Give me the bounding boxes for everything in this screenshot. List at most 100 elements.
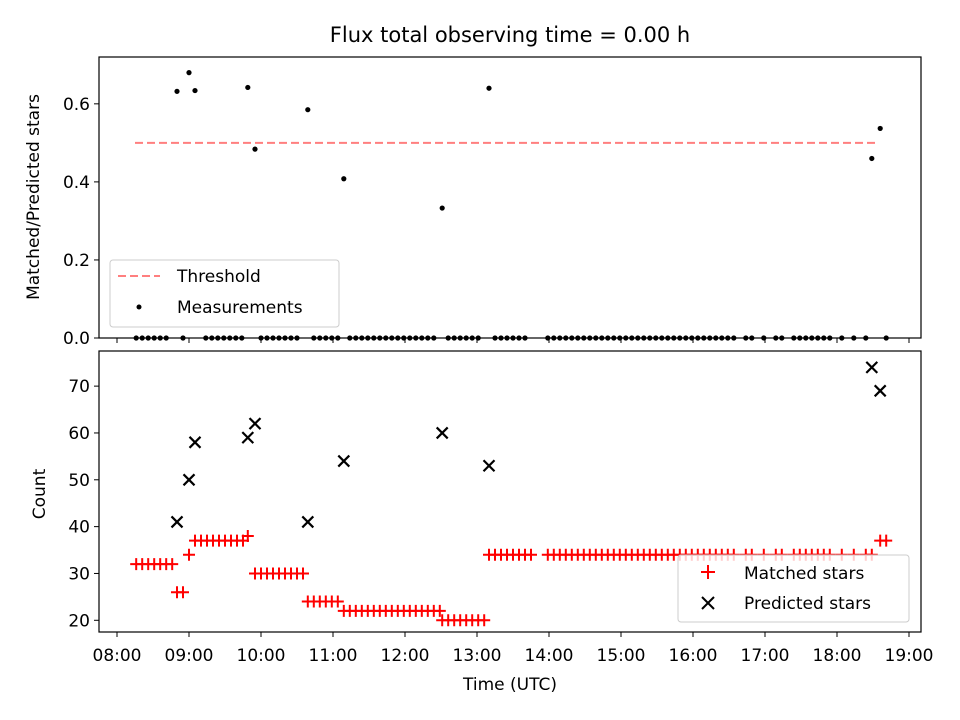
measurement-point — [635, 335, 641, 341]
measurement-point — [157, 335, 163, 341]
measurement-point — [353, 335, 359, 341]
measurement-point — [389, 335, 395, 341]
measurement-point — [174, 88, 180, 94]
predicted-star-point — [188, 436, 202, 449]
x-tick-label: 10:00 — [237, 646, 286, 666]
measurement-point — [151, 335, 157, 341]
measurement-point — [288, 335, 294, 341]
measurement-point — [245, 84, 251, 91]
top-panel-marks — [133, 70, 889, 341]
measurement-point — [203, 335, 209, 341]
measurement-point — [671, 335, 677, 341]
predicted-star-point — [873, 384, 887, 398]
top-panel: 0.0 0.2 0.4 0.6 Matched/Predicted stars Thr… — [24, 56, 922, 349]
measurement-point — [215, 335, 221, 341]
measurement-point — [407, 335, 413, 341]
x-tick-label: 09:00 — [165, 646, 214, 666]
measurement-point — [469, 335, 475, 341]
measurement-point — [276, 335, 282, 341]
measurement-point — [569, 335, 575, 341]
bottom-y-tick-label: 30 — [68, 564, 90, 584]
measurement-point — [665, 335, 671, 341]
measurement-point — [551, 335, 557, 341]
measurement-point — [383, 335, 389, 341]
measurement-point — [629, 335, 635, 341]
measurement-point — [239, 335, 245, 341]
measurement-point — [457, 335, 463, 341]
measurement-point — [725, 335, 731, 341]
bottom-y-ticks: 20 30 40 50 60 70 — [68, 377, 99, 631]
measurement-point — [294, 335, 300, 341]
measurement-point — [605, 335, 611, 341]
bottom-y-tick-label: 40 — [68, 518, 90, 538]
matched-star-point — [331, 595, 344, 608]
predicted-star-point — [435, 426, 449, 440]
measurement-point — [563, 335, 569, 341]
matched-star-point — [241, 529, 254, 542]
measurement-point — [516, 335, 522, 341]
measurement-point — [347, 335, 353, 341]
measurement-point — [883, 335, 889, 341]
measurement-point — [653, 335, 659, 341]
measurement-point — [695, 335, 701, 341]
top-y-axis-label: Matched/Predicted stars — [24, 94, 44, 300]
x-tick-label: 13:00 — [453, 646, 502, 666]
measurement-point — [133, 335, 139, 341]
measurement-point — [139, 335, 145, 341]
bottom-y-tick-label: 70 — [68, 377, 90, 397]
x-tick-label: 18:00 — [813, 646, 862, 666]
measurement-point — [359, 335, 365, 341]
measurement-point — [377, 335, 383, 341]
measurement-point — [252, 146, 258, 152]
measurement-point — [719, 335, 725, 341]
predicted-star-point — [170, 515, 184, 529]
measurement-point — [413, 335, 419, 341]
measurement-point — [575, 335, 581, 341]
measurement-point — [419, 335, 425, 341]
bottom-panel: 20 30 40 50 60 70 08:00 09:00 10:00 11:00 12:00 13… — [30, 350, 934, 695]
measurement-point — [463, 335, 469, 341]
x-tick-label: 12:00 — [381, 646, 430, 666]
measurement-point — [863, 335, 869, 341]
top-x-ticks — [116, 338, 910, 343]
measurement-point — [227, 335, 233, 341]
measurement-point — [659, 335, 665, 341]
measurement-point — [282, 335, 288, 341]
measurement-point — [395, 335, 401, 341]
measurement-point — [683, 335, 689, 341]
measurement-point — [371, 335, 377, 341]
matched-star-point — [525, 548, 537, 561]
measurement-point — [486, 85, 492, 91]
measurement-point — [545, 335, 551, 341]
measurement-point — [803, 335, 809, 341]
measurement-point — [877, 125, 883, 132]
measurement-point — [773, 335, 779, 341]
measurement-point — [815, 335, 821, 341]
predicted-star-point — [482, 459, 496, 473]
measurement-point — [323, 335, 329, 341]
measurement-point — [593, 335, 599, 341]
measurement-point — [311, 335, 317, 341]
predicted-star-point — [241, 431, 255, 444]
measurement-point — [492, 335, 498, 341]
measurement-point — [839, 335, 845, 341]
x-tick-label: 15:00 — [597, 646, 646, 666]
measurement-point — [581, 335, 587, 341]
measurement-point — [498, 335, 504, 341]
measurement-point — [869, 155, 875, 162]
predicted-star-point — [865, 361, 879, 374]
bottom-legend: Matched stars Predicted stars — [677, 554, 910, 623]
measurement-point — [713, 335, 719, 341]
measurement-point — [779, 335, 785, 341]
measurement-point — [264, 335, 270, 341]
measurement-point — [510, 335, 516, 341]
measurement-point — [192, 87, 198, 94]
measurement-point — [749, 335, 755, 341]
matched-star-point — [177, 586, 189, 599]
measurement-point — [329, 335, 335, 341]
matched-star-point — [166, 558, 179, 571]
x-tick-label: 14:00 — [525, 646, 574, 666]
bottom-y-axis-label: Count — [30, 468, 50, 519]
measurement-point — [233, 335, 239, 341]
